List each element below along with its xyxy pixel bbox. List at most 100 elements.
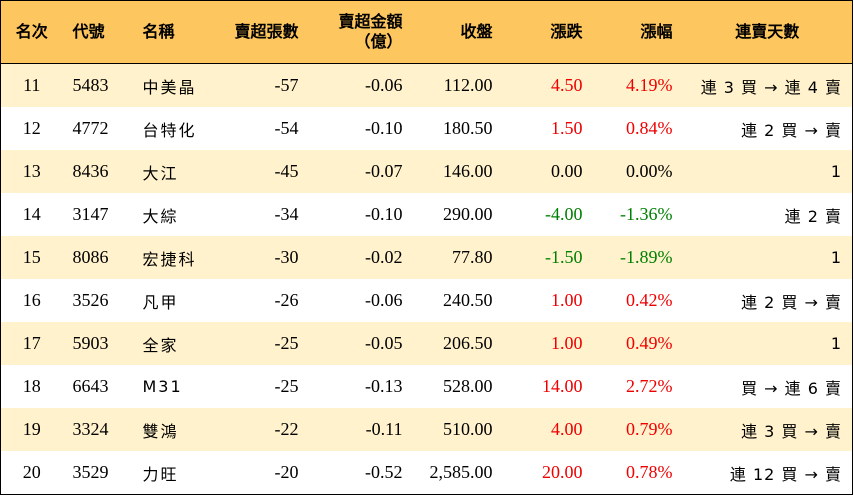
header-name: 名稱 (132, 0, 211, 64)
name-cell: M31 (132, 365, 211, 408)
name-cell: 雙鴻 (132, 408, 211, 451)
change-cell: 1.00 (502, 279, 593, 322)
table-row: 18 6643 M31 -25 -0.13 528.00 14.00 2.72% 買 → 連 6… (0, 365, 853, 408)
change-cell: 0.00 (502, 150, 593, 193)
rank-cell: 17 (0, 322, 63, 365)
name-cell: 全家 (132, 322, 211, 365)
streak-cell: 連 3 買 → 賣 (682, 408, 853, 451)
sell-amount-cell: -0.06 (308, 63, 413, 107)
table-row: 12 4772 台特化 -54 -0.10 180.50 1.50 0.84% 連 2 買 → … (0, 107, 853, 150)
rank-cell: 20 (0, 451, 63, 495)
table-row: 11 5483 中美晶 -57 -0.06 112.00 4.50 4.19% 連 3 買 → … (0, 63, 853, 107)
streak-cell: 1 (682, 150, 853, 193)
change-cell: 1.50 (502, 107, 593, 150)
table-row: 13 8436 大江 -45 -0.07 146.00 0.00 0.00% 1 (0, 150, 853, 193)
close-cell: 77.80 (412, 236, 503, 279)
pct-cell: 0.00% (592, 150, 683, 193)
header-rank: 名次 (0, 0, 63, 64)
header-sell-lots: 賣超張數 (210, 0, 309, 64)
close-cell: 180.50 (412, 107, 503, 150)
table-row: 16 3526 凡甲 -26 -0.06 240.50 1.00 0.42% 連 2 買 → 賣 (0, 279, 853, 322)
close-cell: 240.50 (412, 279, 503, 322)
table-row: 14 3147 大綜 -34 -0.10 290.00 -4.00 -1.36% 連 2 賣 (0, 193, 853, 236)
streak-cell: 連 3 買 → 連 4 賣 (682, 63, 853, 107)
header-sell-amount-unit: （億） (354, 32, 403, 51)
close-cell: 146.00 (412, 150, 503, 193)
header-row: 名次 代號 名稱 賣超張數 賣超金額 （億） 收盤 漲跌 漲幅 連賣天數 (0, 0, 853, 64)
sell-amount-cell: -0.52 (308, 451, 413, 495)
change-cell: 20.00 (502, 451, 593, 495)
code-cell: 4772 (62, 107, 133, 150)
sell-lots-cell: -54 (210, 107, 309, 150)
sell-amount-cell: -0.10 (308, 107, 413, 150)
sell-amount-cell: -0.02 (308, 236, 413, 279)
header-streak: 連賣天數 (682, 0, 853, 64)
code-cell: 3324 (62, 408, 133, 451)
sell-lots-cell: -20 (210, 451, 309, 495)
sell-amount-cell: -0.07 (308, 150, 413, 193)
code-cell: 3526 (62, 279, 133, 322)
close-cell: 112.00 (412, 63, 503, 107)
header-change: 漲跌 (502, 0, 593, 64)
sell-amount-cell: -0.05 (308, 322, 413, 365)
streak-cell: 1 (682, 322, 853, 365)
header-sell-amount-label: 賣超金額 (338, 12, 403, 31)
header-code: 代號 (62, 0, 133, 64)
rank-cell: 13 (0, 150, 63, 193)
change-cell: 4.50 (502, 63, 593, 107)
streak-cell: 連 2 賣 (682, 193, 853, 236)
pct-cell: -1.89% (592, 236, 683, 279)
pct-cell: 0.84% (592, 107, 683, 150)
change-cell: 4.00 (502, 408, 593, 451)
change-cell: 1.00 (502, 322, 593, 365)
code-cell: 8086 (62, 236, 133, 279)
pct-cell: -1.36% (592, 193, 683, 236)
change-cell: 14.00 (502, 365, 593, 408)
header-close: 收盤 (412, 0, 503, 64)
close-cell: 510.00 (412, 408, 503, 451)
pct-cell: 0.49% (592, 322, 683, 365)
pct-cell: 0.79% (592, 408, 683, 451)
table-row: 20 3529 力旺 -20 -0.52 2,585.00 20.00 0.78% 連 12 買… (0, 451, 853, 495)
sell-lots-cell: -22 (210, 408, 309, 451)
sell-amount-cell: -0.11 (308, 408, 413, 451)
rank-cell: 15 (0, 236, 63, 279)
streak-cell: 連 12 買 → 賣 (682, 451, 853, 495)
name-cell: 大江 (132, 150, 211, 193)
close-cell: 206.50 (412, 322, 503, 365)
rank-cell: 11 (0, 63, 63, 107)
rank-cell: 12 (0, 107, 63, 150)
close-cell: 528.00 (412, 365, 503, 408)
rank-cell: 19 (0, 408, 63, 451)
header-pct: 漲幅 (592, 0, 683, 64)
sell-lots-cell: -25 (210, 322, 309, 365)
sell-lots-cell: -26 (210, 279, 309, 322)
pct-cell: 0.78% (592, 451, 683, 495)
table-row: 15 8086 宏捷科 -30 -0.02 77.80 -1.50 -1.89% 1 (0, 236, 853, 279)
rank-cell: 16 (0, 279, 63, 322)
code-cell: 3147 (62, 193, 133, 236)
close-cell: 2,585.00 (412, 451, 503, 495)
code-cell: 5903 (62, 322, 133, 365)
sell-lots-cell: -45 (210, 150, 309, 193)
close-cell: 290.00 (412, 193, 503, 236)
sell-lots-cell: -25 (210, 365, 309, 408)
streak-cell: 連 2 買 → 賣 (682, 107, 853, 150)
pct-cell: 2.72% (592, 365, 683, 408)
name-cell: 力旺 (132, 451, 211, 495)
streak-cell: 連 2 買 → 賣 (682, 279, 853, 322)
pct-cell: 0.42% (592, 279, 683, 322)
name-cell: 大綜 (132, 193, 211, 236)
sell-lots-cell: -34 (210, 193, 309, 236)
streak-cell: 買 → 連 6 賣 (682, 365, 853, 408)
name-cell: 台特化 (132, 107, 211, 150)
sell-amount-cell: -0.10 (308, 193, 413, 236)
change-cell: -4.00 (502, 193, 593, 236)
code-cell: 8436 (62, 150, 133, 193)
change-cell: -1.50 (502, 236, 593, 279)
streak-cell: 1 (682, 236, 853, 279)
code-cell: 3529 (62, 451, 133, 495)
name-cell: 凡甲 (132, 279, 211, 322)
header-sell-amount: 賣超金額 （億） (308, 0, 413, 64)
